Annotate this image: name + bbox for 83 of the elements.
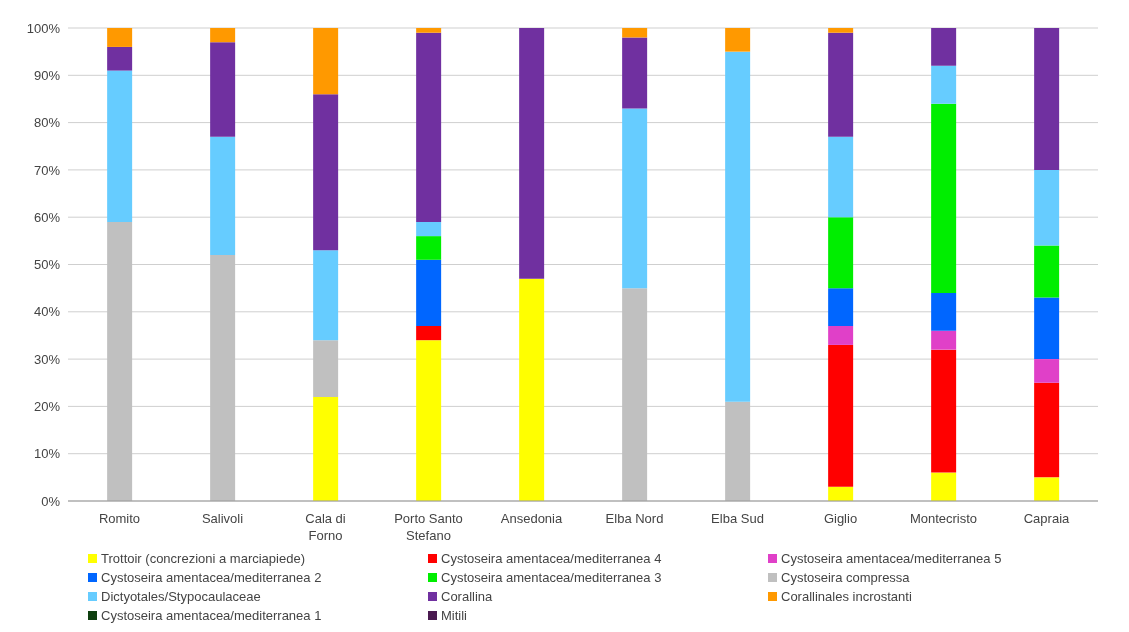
bar [931,472,957,501]
x-tick-label: Montecristo [909,511,978,526]
bar [313,94,339,251]
bar [1034,245,1060,298]
bar [416,28,442,33]
bar [828,136,854,218]
x-tick-label: Giglio [823,511,858,526]
bar [210,255,236,501]
bar [313,340,339,397]
legend-label: Corallina [441,589,493,604]
x-tick-label: Porto Santo Stefano [394,511,463,543]
bar [1034,169,1060,246]
bar [107,70,133,222]
bar [1034,477,1060,501]
bar [416,236,442,260]
x-tick-label: Capraia [1023,511,1071,526]
bar [416,259,442,326]
bar [931,103,957,293]
bar [828,32,854,137]
y-tick-label: 30% [33,351,61,367]
y-tick-label: 50% [33,257,61,273]
x-tick-label: Elba Sud [711,511,764,526]
y-tick-label: 20% [33,399,61,415]
y-tick-label: 100% [26,20,61,36]
bar [313,250,339,341]
x-tick-label: Romito [98,511,141,526]
bar [622,108,648,289]
x-tick-label: Salivoli [201,511,244,526]
y-tick-label: 40% [33,304,61,320]
bar [931,292,957,331]
bar [725,401,751,501]
legend-label: Cystoseira amentacea/mediterranea 1 [101,608,322,623]
bar [828,288,854,326]
bar [416,32,442,222]
bar [1034,297,1060,360]
bar [931,65,957,104]
legend-label: Dictyotales/Stypocaulaceae [101,589,261,604]
bar [622,288,648,501]
bar [210,136,236,256]
bar [416,221,442,237]
legend-label: Trottoir (concrezioni a marciapiede) [101,551,305,566]
legend-label: Cystoseira amentacea/mediterranea 5 [781,551,1002,566]
y-tick-label: 60% [33,209,61,225]
bar [416,340,442,501]
bar [107,46,133,71]
bar [519,278,545,501]
bar [725,28,751,52]
bar [1034,359,1060,383]
bar [210,42,236,137]
legend-label: Cystoseira amentacea/mediterranea 2 [101,570,322,585]
bar [828,217,854,289]
legend-label: Mitili [441,608,467,623]
bar [931,330,957,350]
bar [416,325,442,341]
x-tick-label: Ansedonia [500,511,563,526]
legend-label: Corallinales incrostanti [781,589,912,604]
bar [828,486,854,501]
bar [931,28,957,66]
bar [622,37,648,109]
legend-label: Cystoseira compressa [781,570,910,585]
bar [107,221,133,501]
legend-label: Cystoseira amentacea/mediterranea 4 [441,551,662,566]
bar [313,396,339,501]
bar [1034,28,1060,170]
legend-label: Cystoseira amentacea/mediterranea 3 [441,570,662,585]
y-tick-label: 70% [33,162,61,178]
y-tick-label: 80% [33,115,61,131]
y-tick-label: 90% [33,67,61,83]
bar [1034,382,1060,478]
bar [828,325,854,345]
bar [210,28,236,43]
bar [828,28,854,33]
bar [931,349,957,473]
x-tick-label: Elba Nord [605,511,664,526]
y-tick-label: 10% [33,446,61,462]
bar [725,51,751,402]
bar [828,344,854,487]
bar [622,28,648,38]
x-tick-label: Cala di Forno [305,511,346,543]
bar [107,28,133,47]
y-tick-label: 0% [41,493,61,509]
bar [313,28,339,95]
bar [519,28,545,279]
